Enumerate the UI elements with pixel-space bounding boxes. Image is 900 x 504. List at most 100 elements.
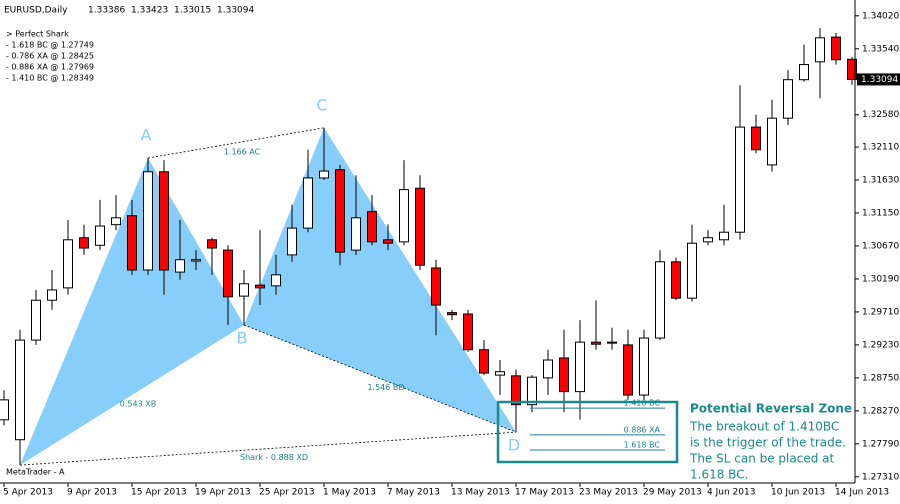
x-tick-label: 15 Apr 2013	[131, 488, 187, 498]
price-tag	[857, 73, 900, 86]
pattern-point-label: C	[316, 95, 327, 114]
candle-body	[271, 274, 281, 287]
candle-body	[383, 239, 393, 244]
candle-body	[111, 217, 121, 226]
candle-body	[575, 341, 585, 393]
candle-body	[527, 376, 537, 406]
x-tick-label: 9 Apr 2013	[67, 488, 117, 498]
candle-body	[543, 359, 553, 379]
candle-body	[639, 337, 649, 396]
y-tick-label: 1.27790	[862, 439, 899, 449]
indicator-line: - 1.410 BC @ 1.28349	[6, 74, 94, 83]
candle-body	[255, 284, 265, 289]
leg-ratio-label: 1.546 BD	[367, 383, 404, 392]
candle-body	[751, 126, 761, 151]
candle-body	[239, 283, 249, 297]
candle-body	[607, 341, 617, 344]
pattern-point-label: B	[237, 328, 248, 347]
leg-ratio-label: Shark - 0.888 XD	[240, 453, 308, 462]
candle-body	[47, 289, 57, 301]
x-tick-label: 14 Jun 2013	[835, 488, 889, 498]
candle-body	[399, 189, 409, 243]
candle-body	[191, 259, 201, 262]
x-tick-label: 13 May 2013	[451, 488, 510, 498]
candle-body	[783, 79, 793, 119]
candle-body	[559, 357, 569, 393]
y-tick-label: 1.30670	[862, 241, 899, 251]
pattern-dotted-line	[243, 324, 517, 433]
x-tick-label: 10 Jun 2013	[771, 488, 825, 498]
leg-ratio-label: 0.543 XB	[120, 400, 156, 409]
candle-body	[127, 215, 137, 271]
header-close: 1.33094	[217, 6, 254, 16]
x-tick-label: 7 May 2013	[387, 488, 440, 498]
candle-body	[207, 239, 217, 249]
candle-body	[415, 187, 425, 266]
y-tick-label: 1.34020	[862, 11, 899, 21]
candle-body	[319, 170, 329, 179]
candle-body	[351, 217, 361, 251]
candle-body	[223, 249, 233, 298]
price-tag-label: 1.33094	[861, 75, 898, 85]
prz-text: The SL can be placed at	[689, 452, 835, 466]
x-tick-label: 25 Apr 2013	[259, 488, 315, 498]
candle-body	[447, 312, 457, 316]
watermark: MetaTrader - A	[6, 468, 65, 477]
candle-body	[15, 339, 25, 441]
x-tick-label: 5 Apr 2013	[3, 488, 53, 498]
x-tick-label: 23 May 2013	[579, 488, 638, 498]
candle-body	[623, 344, 633, 396]
leg-ratio-label: 1.166 AC	[224, 147, 261, 156]
y-tick-label: 1.32580	[862, 110, 899, 120]
candle-body	[767, 117, 777, 166]
candle-layer	[0, 28, 857, 466]
pattern-point-label: A	[141, 126, 152, 145]
y-tick-label: 1.31630	[862, 176, 899, 186]
x-tick-label: 19 Apr 2013	[195, 488, 251, 498]
candle-body	[479, 349, 489, 374]
prz-level-label: 0.886 XA	[624, 425, 661, 434]
indicator-line: > Perfect Shark	[6, 30, 69, 39]
y-tick-label: 1.31150	[862, 208, 899, 218]
y-tick-label: 1.33540	[862, 44, 899, 54]
candle-body	[367, 211, 377, 243]
candle-body	[63, 239, 73, 289]
y-tick-label: 1.30190	[862, 274, 899, 284]
candle-body	[511, 375, 521, 406]
candle-body	[463, 313, 473, 351]
candle-body	[303, 177, 313, 229]
candle-body	[655, 261, 665, 339]
prz-text: The breakout of 1.410BC	[689, 420, 839, 434]
pattern-dotted-line	[19, 431, 517, 466]
prz-level-label: 1.618 BC	[624, 441, 661, 450]
pattern-dotted-line	[147, 127, 325, 159]
candle-body	[591, 341, 601, 345]
prz-text: is the trigger of the trade.	[690, 436, 846, 450]
y-tick-label: 1.28750	[862, 373, 899, 383]
pattern-fill	[20, 158, 244, 466]
candle-body	[175, 259, 185, 273]
candle-body	[335, 169, 345, 253]
header-high: 1.33423	[131, 6, 168, 16]
x-tick-label: 1 May 2013	[323, 488, 376, 498]
candle-body	[799, 64, 809, 81]
indicator-line: - 0.886 XA @ 1.27969	[6, 63, 94, 72]
candle-body	[31, 299, 41, 341]
watermark-box	[4, 466, 74, 478]
candle-body	[671, 261, 681, 299]
pattern-point-label: D	[508, 436, 520, 455]
candle-body	[847, 58, 857, 80]
header-low: 1.33015	[174, 6, 211, 16]
candle-body	[79, 237, 89, 249]
candle-body	[159, 171, 169, 271]
x-tick-label: 4 Jun 2013	[707, 488, 755, 498]
x-tick-label: 17 May 2013	[515, 488, 574, 498]
indicator-line: - 0.786 XA @ 1.28425	[6, 52, 94, 61]
y-tick-label: 1.27310	[862, 472, 899, 482]
overlay-layer: A B C D 1.166 AC 0.543 XB 1.546 BD Shark - 0.88…	[19, 95, 852, 482]
candle-body	[0, 399, 9, 421]
prz-text: 1.618 BC.	[690, 468, 748, 482]
candle-body	[143, 171, 153, 271]
